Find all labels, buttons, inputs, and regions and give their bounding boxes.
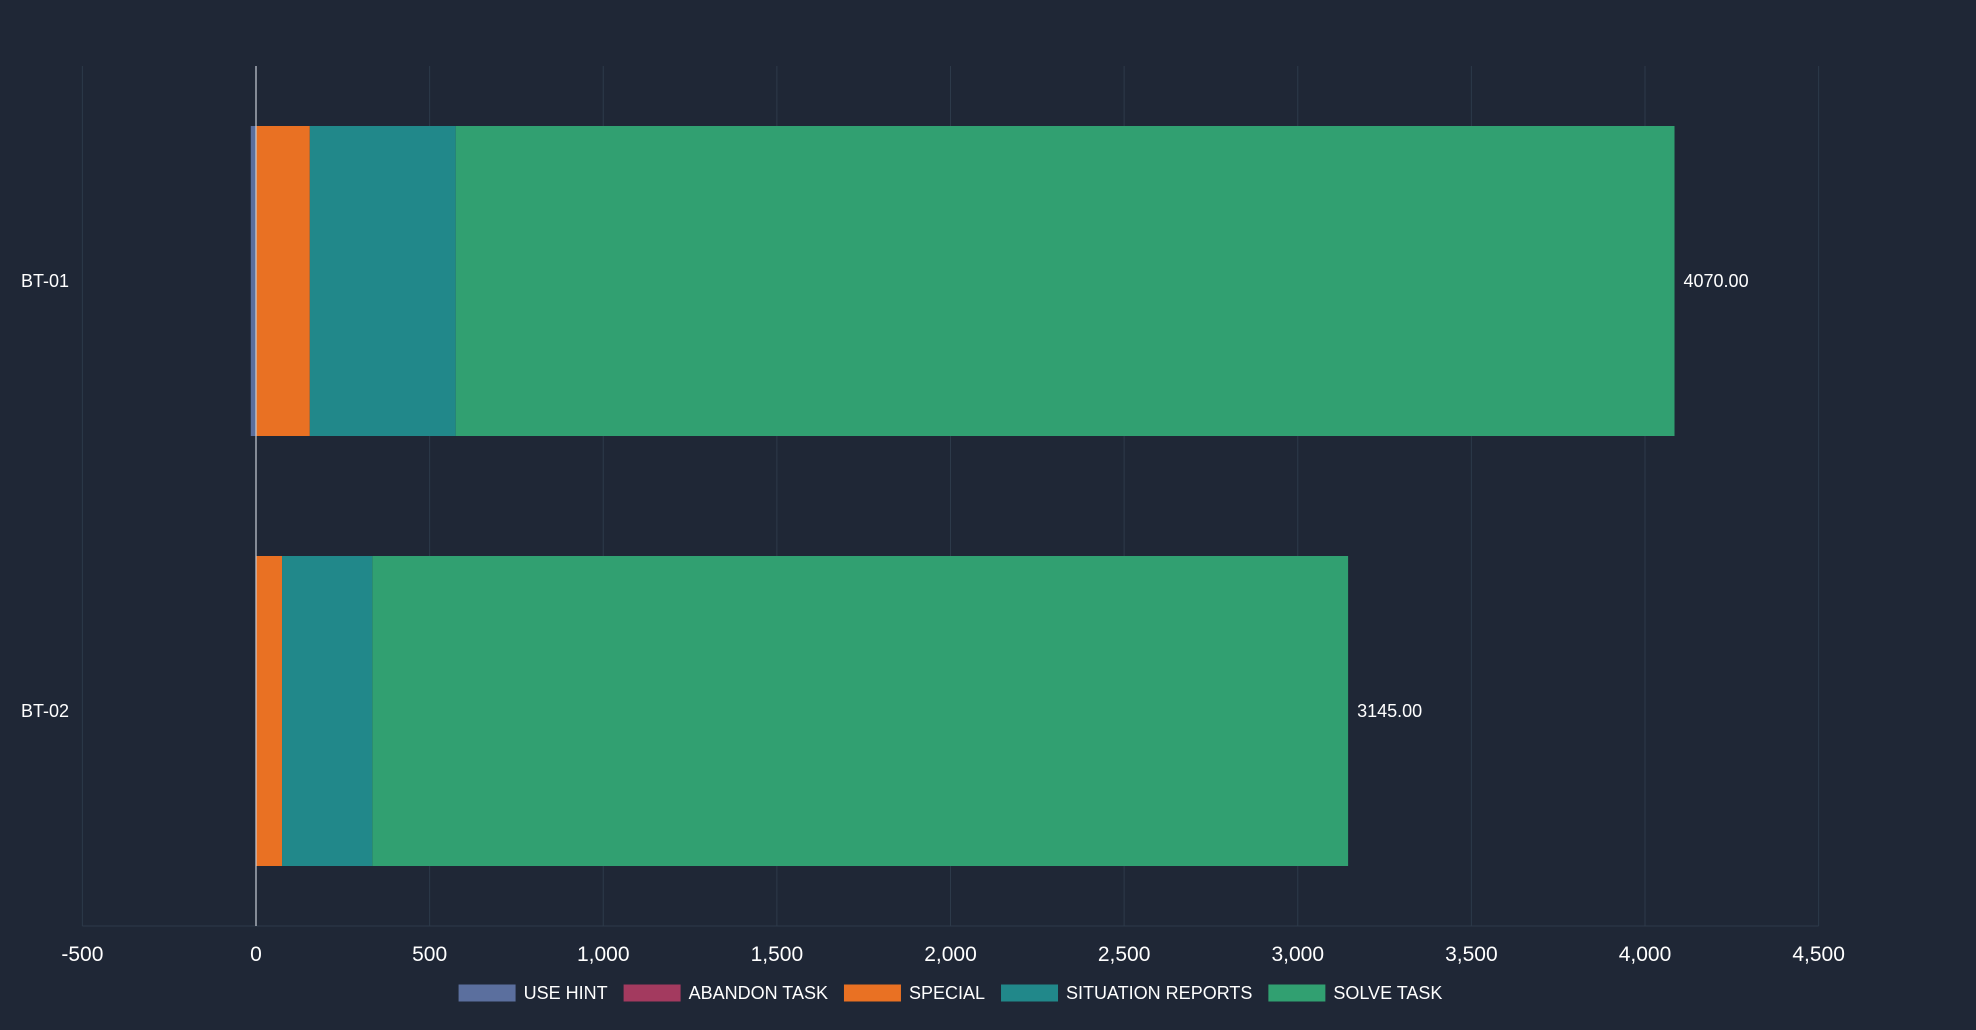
- bar-segment[interactable]: [455, 126, 1675, 436]
- bars-layer: [250, 126, 1675, 866]
- x-tick-label: 3,000: [1271, 943, 1324, 966]
- legend-label: SOLVE TASK: [1333, 983, 1442, 1003]
- x-tick-label: 1,000: [577, 943, 630, 966]
- legend-swatch: [623, 984, 681, 1002]
- legend-item[interactable]: SITUATION REPORTS: [1001, 983, 1252, 1003]
- labels-layer: 4070.00 BT-01 3145.00 BT-02: [21, 271, 1749, 721]
- legend-label: USE HINT: [524, 983, 608, 1003]
- bar-segment[interactable]: [309, 126, 456, 436]
- axis-layer: -500 0 500 1,000 1,500 2,000 2,500 3,000 3,500 4,…: [61, 66, 1845, 966]
- legend-label: ABANDON TASK: [689, 983, 828, 1003]
- chart-legend[interactable]: USE HINT ABANDON TASK SPECIAL SITUATION REP…: [458, 983, 1443, 1003]
- legend-label: SPECIAL: [909, 983, 985, 1003]
- legend-label: SITUATION REPORTS: [1066, 983, 1252, 1003]
- y-category-label: BT-01: [21, 271, 69, 291]
- x-tick-label: 2,000: [924, 943, 977, 966]
- bar-total-label: 4070.00: [1684, 271, 1749, 291]
- y-category-label: BT-02: [21, 701, 69, 721]
- x-tick-label: 3,500: [1445, 943, 1498, 966]
- legend-swatch: [1001, 984, 1059, 1002]
- legend-swatch: [1268, 984, 1326, 1002]
- legend-swatch: [843, 984, 901, 1002]
- legend-item[interactable]: SOLVE TASK: [1268, 983, 1442, 1003]
- legend-item[interactable]: SPECIAL: [843, 983, 985, 1003]
- x-tick-label: 2,500: [1098, 943, 1151, 966]
- bar-segment[interactable]: [250, 126, 256, 436]
- bar-segment[interactable]: [256, 556, 283, 866]
- x-tick-label: 0: [250, 943, 262, 966]
- legend-item[interactable]: USE HINT: [458, 983, 608, 1003]
- bar-total-label: 3145.00: [1357, 701, 1422, 721]
- legend-swatch: [458, 984, 516, 1002]
- x-tick-label: -500: [61, 943, 103, 966]
- x-tick-label: 500: [412, 943, 447, 966]
- bar-segment[interactable]: [256, 126, 310, 436]
- bar-segment[interactable]: [372, 556, 1349, 866]
- x-tick-label: 1,500: [751, 943, 804, 966]
- x-tick-label: 4,500: [1792, 943, 1845, 966]
- bar-segment[interactable]: [282, 556, 373, 866]
- legend-item[interactable]: ABANDON TASK: [623, 983, 828, 1003]
- x-tick-label: 4,000: [1619, 943, 1672, 966]
